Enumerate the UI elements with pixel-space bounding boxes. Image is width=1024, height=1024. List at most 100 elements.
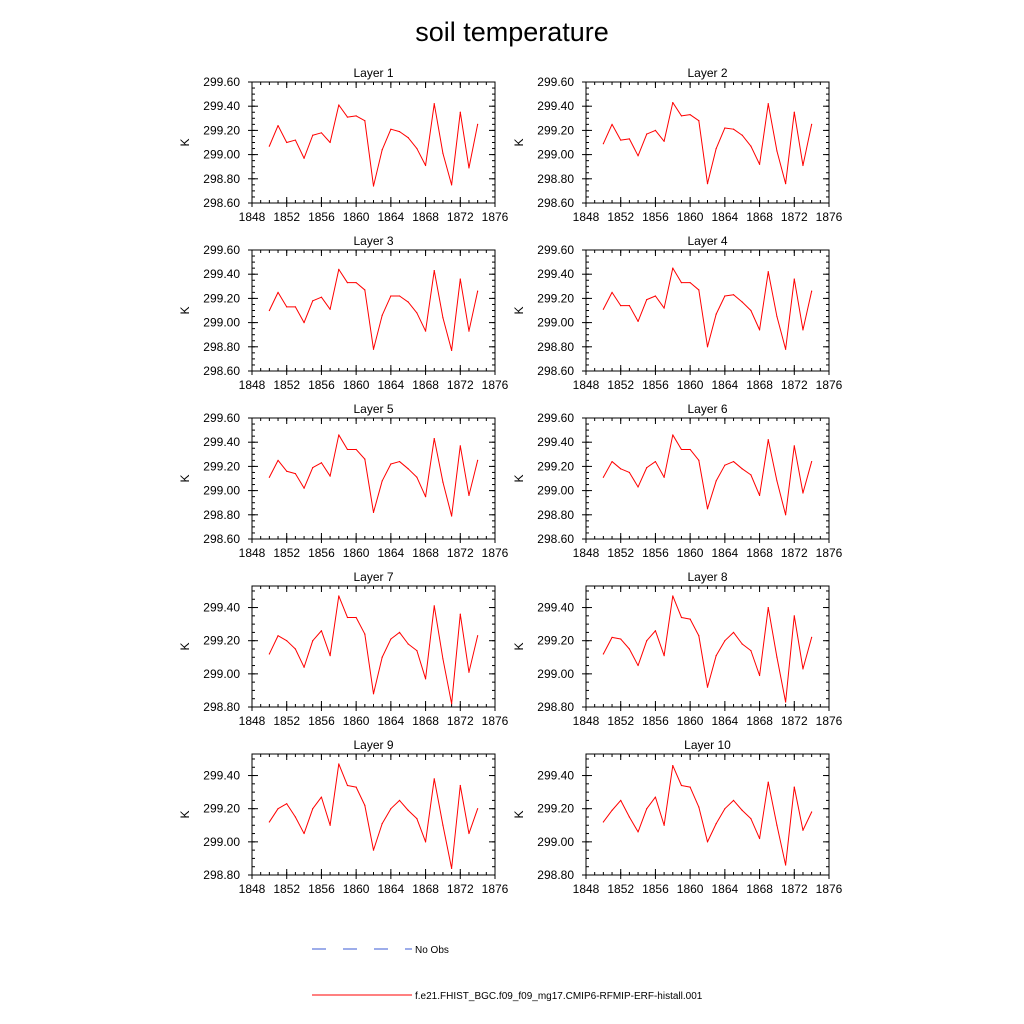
x-tick-label: 1868 (412, 714, 439, 728)
data-point (442, 824, 444, 826)
data-point (698, 459, 700, 461)
data-point (620, 468, 622, 470)
data-point (416, 818, 418, 820)
x-tick-label: 1876 (482, 210, 509, 224)
panel-layer-3: Layer 3 K 1848 1852 1856 1860 1864 1868 1872 1876… (178, 234, 509, 392)
data-point (268, 653, 270, 655)
data-point (620, 305, 622, 307)
data-point (637, 664, 639, 667)
plot-frame (585, 81, 830, 204)
data-point (346, 616, 349, 619)
data-point (372, 511, 375, 513)
y-tick-label: 299.00 (537, 484, 574, 498)
data-point (637, 486, 639, 488)
data-point (750, 309, 752, 312)
data-point (628, 648, 630, 650)
x-tick-label: 1868 (412, 378, 439, 392)
data-point (602, 821, 604, 823)
data-point (741, 643, 743, 645)
data-point (477, 123, 479, 125)
x-tick-label: 1856 (308, 378, 335, 392)
data-point (442, 658, 444, 660)
data-point (312, 467, 314, 469)
data-point (689, 786, 691, 788)
data-point (286, 640, 288, 642)
data-point (424, 841, 427, 843)
x-tick-label: 1876 (482, 882, 509, 896)
data-point (602, 308, 604, 310)
data-point (811, 123, 813, 125)
data-point (468, 671, 470, 673)
data-point (698, 289, 700, 291)
series-line (602, 765, 813, 866)
data-point (277, 635, 279, 637)
series-line (268, 268, 479, 351)
y-tick-label: 299.60 (203, 411, 240, 425)
data-point (750, 145, 752, 147)
plot-frame (585, 417, 830, 540)
data-point (663, 140, 665, 142)
x-tick-label: 1872 (781, 882, 808, 896)
panel-title: Layer 6 (687, 402, 727, 416)
data-point (364, 458, 366, 460)
data-point (442, 481, 444, 483)
data-point (355, 786, 357, 788)
panel-title: Layer 4 (687, 234, 727, 248)
data-point (785, 701, 787, 703)
panel-layer-7: Layer 7 K 1848 1852 1856 1860 1864 1868 1872 1876… (178, 570, 509, 728)
x-tick-label: 1852 (607, 882, 634, 896)
data-point (381, 314, 383, 316)
y-tick-label: 299.40 (203, 601, 240, 615)
data-point (303, 487, 305, 489)
x-tick-label: 1848 (573, 546, 600, 560)
data-point (689, 282, 691, 284)
data-point (398, 631, 401, 634)
panel-layer-1: Layer 1 K 1848 1852 1856 1860 1864 1868 1872 1876… (178, 66, 509, 224)
x-tick-label: 1848 (573, 882, 600, 896)
x-tick-label: 1856 (308, 546, 335, 560)
data-point (689, 618, 691, 620)
data-point (372, 185, 375, 187)
data-point (785, 183, 787, 185)
data-point (338, 268, 340, 270)
data-point (459, 445, 461, 447)
data-point (338, 434, 340, 436)
y-tick-label: 299.40 (537, 99, 574, 113)
y-tick-label: 299.40 (203, 267, 240, 281)
data-point (277, 124, 279, 127)
data-point (767, 606, 769, 609)
data-point (776, 150, 778, 152)
data-point (758, 674, 761, 677)
x-tick-label: 1876 (816, 210, 843, 224)
series-line (602, 267, 813, 350)
data-point (312, 640, 314, 642)
data-point (294, 306, 296, 308)
data-point (346, 116, 349, 118)
x-tick-label: 1852 (273, 210, 300, 224)
data-point (268, 145, 270, 147)
x-tick-label: 1876 (816, 378, 843, 392)
panel-title: Layer 3 (353, 234, 393, 248)
data-point (381, 480, 383, 482)
data-point (320, 630, 323, 632)
y-axis-label: K (178, 306, 192, 314)
panel-title: Layer 8 (687, 570, 727, 584)
y-tick-label: 298.60 (537, 364, 574, 378)
data-point (663, 655, 665, 657)
y-axis-label: K (178, 474, 192, 482)
data-point (646, 640, 648, 642)
data-point (811, 460, 813, 463)
data-point (416, 147, 418, 150)
data-point (398, 799, 401, 802)
data-point (767, 271, 769, 273)
data-point (715, 313, 717, 315)
y-axis-label: K (512, 138, 526, 146)
data-point (286, 803, 288, 805)
x-tick-label: 1876 (482, 546, 509, 560)
data-point (398, 131, 401, 133)
panel-layer-8: Layer 8 K 1848 1852 1856 1860 1864 1868 1872 1876… (512, 570, 843, 728)
data-point (680, 115, 683, 117)
y-tick-label: 299.00 (537, 835, 574, 849)
y-axis-label: K (512, 474, 526, 482)
data-point (811, 811, 813, 813)
